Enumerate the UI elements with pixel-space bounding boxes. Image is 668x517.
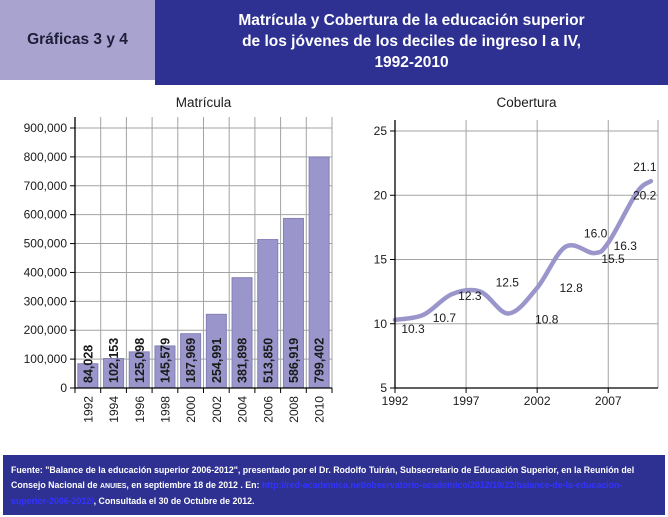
y-axis-label: 600,000 bbox=[24, 208, 68, 222]
bar-value-label: 586,919 bbox=[287, 338, 301, 383]
graficas-label: Gráficas 3 y 4 bbox=[27, 31, 128, 48]
header-title-line-3: 1992-2010 bbox=[374, 54, 449, 71]
bar-value-label: 513,850 bbox=[261, 338, 275, 383]
x-axis-label: 2007 bbox=[595, 394, 622, 408]
point-label: 20.2 bbox=[633, 189, 657, 203]
bar-value-label: 381,898 bbox=[236, 338, 250, 383]
source-text: , Consultada el 30 de Octubre de 2012. bbox=[93, 496, 255, 507]
chart-title: Cobertura bbox=[496, 95, 557, 110]
bar-value-label: 125,098 bbox=[133, 338, 147, 383]
footer-band: Fuente: "Balance de la educación superio… bbox=[3, 455, 665, 515]
point-label: 21.1 bbox=[633, 160, 657, 174]
point-label: 16.3 bbox=[614, 239, 638, 253]
bar-value-label: 84,028 bbox=[81, 345, 95, 383]
y-axis-label: 10 bbox=[374, 317, 388, 331]
source-acronym: ANUIES bbox=[99, 482, 127, 490]
source-link[interactable]: superior-2006-2012/ bbox=[11, 496, 94, 507]
x-axis-label: 2004 bbox=[236, 396, 250, 423]
point-label: 12.3 bbox=[458, 289, 482, 303]
source-text: Consejo Nacional de bbox=[11, 479, 100, 490]
x-axis-label: 1997 bbox=[453, 394, 480, 408]
point-label: 12.8 bbox=[559, 281, 583, 295]
header-title-line-1: Matrícula y Cobertura de la educación su… bbox=[238, 12, 585, 29]
y-axis-label: 300,000 bbox=[24, 294, 68, 308]
point-label: 10.7 bbox=[433, 311, 457, 325]
source-link[interactable]: http://red-academica.net/observatorio-ac… bbox=[261, 479, 623, 490]
bar-value-label: 254,991 bbox=[210, 338, 224, 383]
point-label: 10.8 bbox=[535, 312, 559, 326]
x-axis-label: 1994 bbox=[107, 396, 121, 423]
x-axis-label: 2002 bbox=[524, 394, 551, 408]
y-axis-label: 400,000 bbox=[24, 265, 68, 279]
y-axis-label: 5 bbox=[380, 381, 387, 395]
bar-value-label: 102,153 bbox=[107, 338, 121, 383]
header-title-line-2: de los jóvenes de los deciles de ingreso… bbox=[242, 33, 581, 50]
y-axis-label: 0 bbox=[60, 381, 67, 395]
y-axis-label: 100,000 bbox=[24, 352, 68, 366]
line-series bbox=[392, 178, 654, 323]
y-axis-label: 900,000 bbox=[24, 121, 68, 135]
x-axis-label: 1996 bbox=[133, 396, 147, 423]
x-axis-label: 2008 bbox=[287, 396, 301, 423]
x-axis-label: 2010 bbox=[313, 396, 327, 423]
source-line-2: Consejo Nacional de ANUIES, en septiembr… bbox=[11, 478, 658, 495]
x-axis-label: 2006 bbox=[261, 396, 275, 423]
x-axis-label: 1992 bbox=[382, 394, 409, 408]
point-label: 16.0 bbox=[584, 227, 608, 241]
x-axis-label: 1992 bbox=[81, 396, 95, 423]
bar-value-label: 187,969 bbox=[184, 338, 198, 383]
source-text: , en septiembre 18 de 2012 . En: bbox=[126, 479, 262, 490]
y-axis-label: 800,000 bbox=[24, 150, 68, 164]
y-axis-label: 700,000 bbox=[24, 179, 68, 193]
source-line-3: superior-2006-2012/, Consultada el 30 de… bbox=[11, 494, 658, 509]
bar-value-label: 799,402 bbox=[313, 338, 327, 383]
x-axis-label: 2000 bbox=[184, 396, 198, 423]
x-axis-label: 1998 bbox=[158, 396, 172, 423]
x-axis-label: 2002 bbox=[210, 396, 224, 423]
y-axis-label: 25 bbox=[374, 124, 388, 138]
cobertura-line-chart: Cobertura 5 10 15 20 25 1992 1997 2002 2007 10.3 10… bbox=[374, 95, 659, 408]
header-title-band: Matrícula y Cobertura de la educación su… bbox=[155, 0, 668, 85]
source-line-1: Fuente: "Balance de la educación superio… bbox=[11, 465, 635, 475]
y-axis-label: 15 bbox=[374, 253, 388, 267]
point-label: 10.3 bbox=[401, 322, 425, 336]
chart-title: Matrícula bbox=[176, 95, 232, 110]
y-axis-label: 500,000 bbox=[24, 237, 68, 251]
point-label: 15.5 bbox=[601, 252, 625, 266]
graficas-label-box: Gráficas 3 y 4 bbox=[0, 0, 155, 80]
y-axis-label: 20 bbox=[374, 188, 388, 202]
matricula-bar-chart: Matrícula 0 100,000 200,000 300,000 400,000 50… bbox=[24, 95, 333, 423]
y-axis-label: 200,000 bbox=[24, 323, 68, 337]
bar-value-label: 145,579 bbox=[158, 338, 172, 383]
point-label: 12.5 bbox=[496, 276, 520, 290]
